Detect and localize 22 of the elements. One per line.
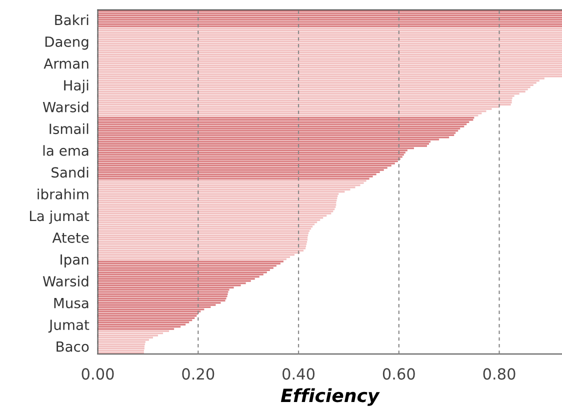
y-tick-label: Haji [64, 80, 88, 94]
x-tick-label: 0.40 [282, 368, 315, 380]
x-tick-label: 0.80 [483, 368, 516, 380]
y-tick-label: Warsid [42, 276, 88, 287]
y-tick-label: Musa [54, 298, 88, 308]
x-tick-label: 0.20 [182, 368, 214, 380]
y-tick-label: la ema [43, 145, 88, 156]
y-tick-label: Ipan [60, 254, 88, 268]
y-tick-label: Bakri [55, 14, 88, 26]
x-tick-label: 0.60 [382, 368, 415, 380]
y-tick-label: Jumat [48, 320, 90, 333]
y-tick-label: ibrahim [38, 188, 88, 200]
y-tick-label: Daeng [45, 36, 88, 50]
y-tick-label: Atete [52, 232, 89, 243]
y-tick-label: Warsid [42, 102, 88, 112]
y-tick-label: Arman [44, 58, 88, 69]
y-tick-label: Ismail [50, 123, 88, 134]
y-tick-label: La jumat [30, 210, 90, 224]
y-tick-label: Sandi [52, 166, 88, 178]
y-tick-label: Baco [56, 342, 89, 352]
x-axis-title: Efficiency [280, 388, 380, 406]
x-tick-label: 0.00 [82, 368, 114, 380]
